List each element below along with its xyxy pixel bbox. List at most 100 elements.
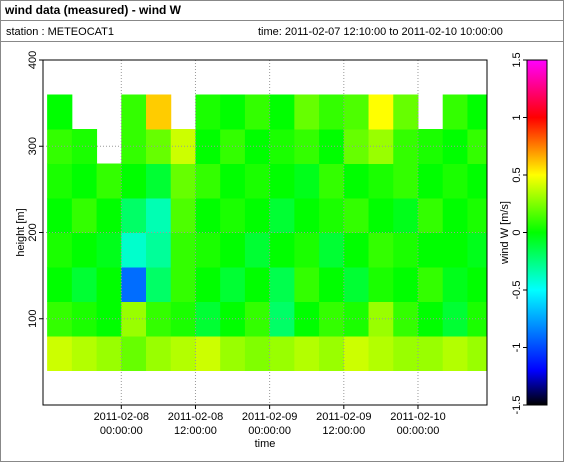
heatmap-cell	[170, 301, 196, 337]
heatmap-cell	[220, 336, 246, 371]
heatmap-cell	[121, 163, 147, 199]
y-tick-label: 100	[27, 310, 39, 328]
colorbar-tick-label: 0.5	[511, 167, 523, 182]
heatmap-cell	[269, 94, 295, 130]
heatmap-cell	[393, 163, 419, 199]
heatmap-cell	[417, 336, 444, 371]
heatmap-cell	[71, 267, 98, 302]
heatmap-cell	[96, 232, 122, 268]
heatmap-cell	[294, 232, 320, 268]
heatmap-cell	[442, 94, 468, 130]
heatmap-cell	[343, 267, 370, 302]
heatmap-cell	[467, 129, 487, 164]
colorbar-tick-label: -0.5	[511, 281, 523, 300]
heatmap-cell	[195, 232, 221, 268]
heatmap-cell	[170, 232, 196, 268]
heatmap-cell	[121, 198, 147, 233]
heatmap-cell	[71, 163, 98, 199]
heatmap-cell	[47, 301, 73, 337]
heatmap-cell	[393, 232, 419, 268]
heatmap-cell	[244, 163, 271, 199]
heatmap-cell	[269, 301, 295, 337]
heatmap-cell	[96, 336, 122, 371]
heatmap-cell	[294, 163, 320, 199]
heatmap-cell	[343, 232, 370, 268]
heatmap-cell	[195, 267, 221, 302]
heatmap-cell	[417, 198, 444, 233]
heatmap-cell	[368, 94, 394, 130]
colorbar-tick-label: 0	[511, 229, 523, 235]
y-tick-label: 200	[27, 223, 39, 241]
heatmap-cell	[244, 232, 271, 268]
heatmap-cell	[343, 129, 370, 164]
heatmap-cell	[269, 198, 295, 233]
station: station : METEOCAT1	[6, 26, 114, 38]
heatmap-cell	[393, 267, 419, 302]
plot-frame	[42, 59, 488, 406]
heatmap-cell	[47, 163, 73, 199]
heatmap-cell	[170, 336, 196, 371]
heatmap-cell	[71, 336, 98, 371]
heatmap-cell	[294, 94, 320, 130]
x-tick-label: 2011-02-08 12:00:00	[168, 411, 223, 437]
heatmap-cell	[146, 198, 172, 233]
heatmap-cell	[442, 232, 468, 268]
heatmap-cell	[319, 232, 345, 268]
y-axis-label: height [m]	[15, 208, 27, 256]
heatmap-cell	[195, 94, 221, 130]
heatmap-cell	[220, 198, 246, 233]
heatmap-cell	[244, 129, 271, 164]
heatmap-cell	[319, 267, 345, 302]
heatmap-cell	[269, 129, 295, 164]
heatmap-cell	[368, 129, 394, 164]
heatmap-cell	[47, 198, 73, 233]
heatmap-cell	[170, 267, 196, 302]
heatmap-cell	[47, 94, 73, 130]
heatmap-cell	[47, 232, 73, 268]
heatmap-cell	[319, 94, 345, 130]
heatmap-cell	[96, 163, 122, 199]
heatmap-cell	[121, 94, 147, 130]
heatmap-cell	[244, 198, 271, 233]
heatmap-cell	[244, 94, 271, 130]
colorbar-tick-label: -1	[511, 343, 523, 353]
heatmap-cell	[96, 198, 122, 233]
heatmap-cell	[195, 163, 221, 199]
heatmap-cell	[146, 232, 172, 268]
heatmap-cell	[71, 129, 98, 164]
heatmap-cell	[417, 163, 444, 199]
heatmap-cell	[146, 267, 172, 302]
heatmap-cell	[294, 267, 320, 302]
heatmap-cell	[467, 301, 487, 337]
heatmap-cell	[393, 198, 419, 233]
heatmap-cell	[442, 301, 468, 337]
heatmap-cell	[121, 336, 147, 371]
heatmap-cell	[368, 198, 394, 233]
heatmap-cell	[244, 267, 271, 302]
heatmap-cell	[442, 198, 468, 233]
heatmap-cell	[195, 198, 221, 233]
heatmap-cell	[393, 94, 419, 130]
colorbar-tick-label: -1.5	[511, 396, 523, 415]
heatmap-cell	[368, 232, 394, 268]
heatmap-cell	[343, 301, 370, 337]
heatmap-cell	[417, 267, 444, 302]
heatmap-cell	[244, 301, 271, 337]
heatmap-cell	[220, 232, 246, 268]
colorbar-label: wind W [m/s]	[499, 201, 511, 265]
heatmap-cell	[220, 267, 246, 302]
heatmap-cell	[393, 336, 419, 371]
x-tick-label: 2011-02-10 00:00:00	[390, 411, 445, 437]
heatmap-cell	[170, 198, 196, 233]
heatmap-cell	[467, 94, 487, 130]
heatmap-cell	[294, 336, 320, 371]
heatmap-cell	[467, 198, 487, 233]
y-tick-label: 400	[27, 51, 39, 69]
heatmap-cell	[343, 336, 370, 371]
heatmap-cell	[269, 232, 295, 268]
heatmap-cell	[368, 267, 394, 302]
heatmap-cell	[294, 198, 320, 233]
x-axis-label: time	[255, 438, 276, 450]
heatmap-cell	[269, 163, 295, 199]
